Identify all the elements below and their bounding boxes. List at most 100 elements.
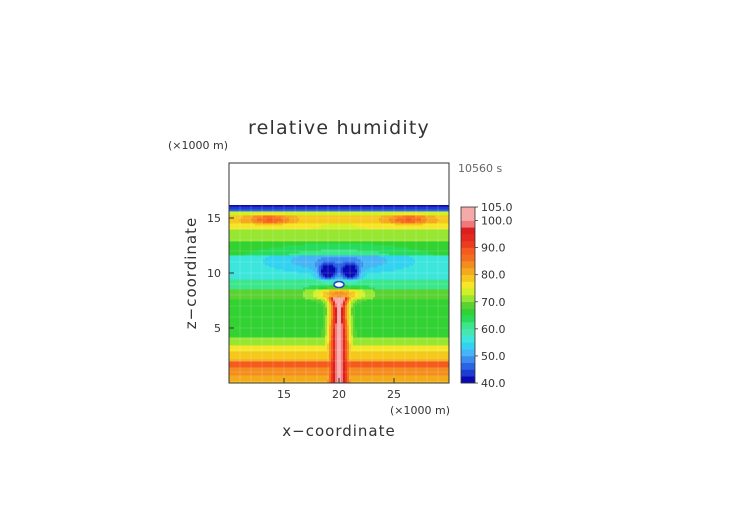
field-cell [347,297,350,300]
field-cell [331,277,336,280]
field-cell [321,263,324,266]
field-cell [351,333,354,336]
field-cell [329,323,332,326]
field-cell [349,279,352,282]
field-cell [329,331,332,334]
field-cell [337,335,342,338]
field-cell [329,289,350,292]
field-cell [331,275,334,278]
field-cell [333,299,336,302]
field-cell [321,225,358,228]
field-cell [325,299,328,302]
field-cell [327,337,330,340]
field-cell [229,313,324,316]
field-cell [251,219,258,222]
field-cell [333,321,336,324]
field-cell [253,215,264,218]
field-cell [329,349,332,352]
field-cell [335,309,338,312]
field-cell [325,329,328,332]
field-cell [289,253,390,256]
colorbar-swatch [461,322,475,330]
field-cell [385,257,414,260]
field-cell [361,267,370,270]
field-cell [337,313,342,316]
field-cell [349,371,450,374]
field-cell [335,273,338,276]
field-cell [351,331,354,334]
field-cell [317,273,320,276]
field-cell [347,337,350,340]
field-cell [305,289,316,292]
field-cell [357,267,360,270]
field-cell [289,217,300,220]
field-cell [353,337,450,340]
field-cell [329,307,332,310]
field-cell [347,315,350,318]
field-cell [349,349,352,352]
field-cell [353,339,450,342]
field-cell [341,271,344,274]
field-cell [345,371,348,374]
field-cell [409,247,450,250]
field-cell [311,299,322,302]
field-cell [341,355,344,358]
field-cell [335,329,338,332]
field-cell [343,281,358,284]
field-cell [325,305,328,308]
field-cell [333,375,336,378]
field-cell [351,299,354,302]
colorbar-swatch [461,362,475,370]
field-cell [263,261,292,264]
field-cell [327,321,330,324]
x-axis-ticks: 15 20 25 [277,378,401,401]
field-cell [333,311,336,314]
field-cell [351,317,354,320]
field-cell [363,289,374,292]
field-cell [353,305,356,308]
field-cell [369,285,450,288]
field-cell [351,323,354,326]
field-cell [331,357,334,360]
field-cell [345,337,348,340]
field-cell [335,345,338,348]
field-cell [347,277,354,280]
field-cell [333,303,336,306]
field-cell [351,279,358,282]
field-cell [333,317,336,320]
field-cell [343,337,346,340]
field-cell [347,367,350,370]
field-cell [361,297,374,300]
colorbar-swatch [461,281,475,289]
field-cell [331,355,334,358]
field-cell [335,271,338,274]
field-cell [331,305,334,308]
field-cell [229,373,330,376]
field-cell [355,323,450,326]
field-cell [323,261,336,264]
field-cell [229,245,284,248]
field-cell [229,323,324,326]
field-cell [413,263,450,266]
colorbar-swatch [461,349,475,357]
field-cell [341,345,344,348]
field-cell [331,319,334,322]
field-cell [343,315,346,318]
field-cell [275,267,310,270]
field-cell [333,349,336,352]
field-cell [341,307,344,310]
y-tick-label: 15 [207,212,221,225]
field-cell [229,349,328,352]
field-cell [329,355,332,358]
field-cell [333,307,336,310]
field-cell [329,359,332,362]
field-cell [349,303,352,306]
field-cell [347,369,350,372]
field-cell [359,277,364,280]
field-cell [421,219,428,222]
field-cell [337,371,342,374]
field-cell [323,295,330,298]
field-cell [229,363,332,366]
field-cell [251,217,258,220]
field-cell [229,329,322,332]
